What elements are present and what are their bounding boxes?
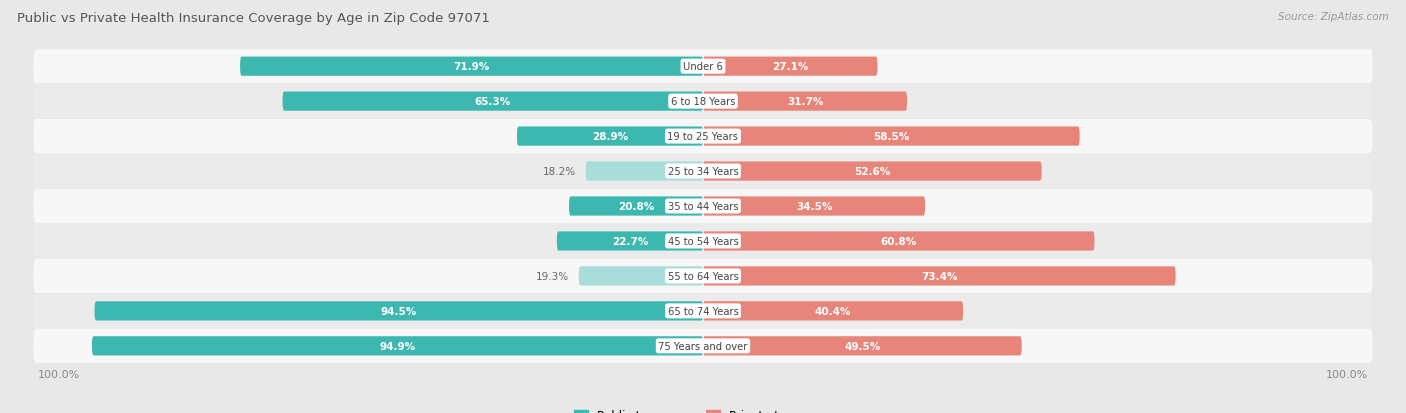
- Text: 94.9%: 94.9%: [380, 341, 416, 351]
- Text: 22.7%: 22.7%: [612, 236, 648, 247]
- FancyBboxPatch shape: [283, 92, 703, 112]
- FancyBboxPatch shape: [703, 267, 1175, 286]
- Text: 60.8%: 60.8%: [880, 236, 917, 247]
- FancyBboxPatch shape: [703, 162, 1042, 181]
- Text: 18.2%: 18.2%: [543, 166, 576, 177]
- FancyBboxPatch shape: [703, 197, 925, 216]
- Text: 71.9%: 71.9%: [453, 62, 489, 72]
- FancyBboxPatch shape: [34, 224, 1372, 259]
- Text: 55 to 64 Years: 55 to 64 Years: [668, 271, 738, 281]
- FancyBboxPatch shape: [517, 127, 703, 146]
- FancyBboxPatch shape: [34, 190, 1372, 223]
- FancyBboxPatch shape: [703, 57, 877, 76]
- Text: 65 to 74 Years: 65 to 74 Years: [668, 306, 738, 316]
- Text: 75 Years and over: 75 Years and over: [658, 341, 748, 351]
- FancyBboxPatch shape: [34, 120, 1372, 154]
- FancyBboxPatch shape: [703, 92, 907, 112]
- Text: 49.5%: 49.5%: [844, 341, 880, 351]
- FancyBboxPatch shape: [703, 301, 963, 321]
- Text: Source: ZipAtlas.com: Source: ZipAtlas.com: [1278, 12, 1389, 22]
- FancyBboxPatch shape: [703, 232, 1094, 251]
- FancyBboxPatch shape: [94, 301, 703, 321]
- FancyBboxPatch shape: [240, 57, 703, 76]
- FancyBboxPatch shape: [579, 267, 703, 286]
- Text: 58.5%: 58.5%: [873, 132, 910, 142]
- FancyBboxPatch shape: [703, 127, 1080, 146]
- Text: 27.1%: 27.1%: [772, 62, 808, 72]
- Text: Under 6: Under 6: [683, 62, 723, 72]
- Text: 28.9%: 28.9%: [592, 132, 628, 142]
- Text: 35 to 44 Years: 35 to 44 Years: [668, 202, 738, 211]
- Text: 94.5%: 94.5%: [381, 306, 418, 316]
- Text: Public vs Private Health Insurance Coverage by Age in Zip Code 97071: Public vs Private Health Insurance Cover…: [17, 12, 489, 25]
- Text: 73.4%: 73.4%: [921, 271, 957, 281]
- FancyBboxPatch shape: [34, 329, 1372, 363]
- FancyBboxPatch shape: [34, 85, 1372, 119]
- FancyBboxPatch shape: [586, 162, 703, 181]
- Text: 45 to 54 Years: 45 to 54 Years: [668, 236, 738, 247]
- FancyBboxPatch shape: [34, 294, 1372, 328]
- Text: 19 to 25 Years: 19 to 25 Years: [668, 132, 738, 142]
- Text: 52.6%: 52.6%: [855, 166, 890, 177]
- Text: 40.4%: 40.4%: [815, 306, 851, 316]
- Text: 65.3%: 65.3%: [475, 97, 510, 107]
- FancyBboxPatch shape: [34, 259, 1372, 293]
- FancyBboxPatch shape: [703, 337, 1022, 356]
- FancyBboxPatch shape: [34, 50, 1372, 84]
- Text: 34.5%: 34.5%: [796, 202, 832, 211]
- Legend: Public Insurance, Private Insurance: Public Insurance, Private Insurance: [569, 404, 837, 413]
- Text: 19.3%: 19.3%: [536, 271, 569, 281]
- Text: 20.8%: 20.8%: [617, 202, 654, 211]
- FancyBboxPatch shape: [91, 337, 703, 356]
- FancyBboxPatch shape: [34, 154, 1372, 189]
- Text: 31.7%: 31.7%: [787, 97, 824, 107]
- FancyBboxPatch shape: [569, 197, 703, 216]
- Text: 25 to 34 Years: 25 to 34 Years: [668, 166, 738, 177]
- FancyBboxPatch shape: [557, 232, 703, 251]
- Text: 6 to 18 Years: 6 to 18 Years: [671, 97, 735, 107]
